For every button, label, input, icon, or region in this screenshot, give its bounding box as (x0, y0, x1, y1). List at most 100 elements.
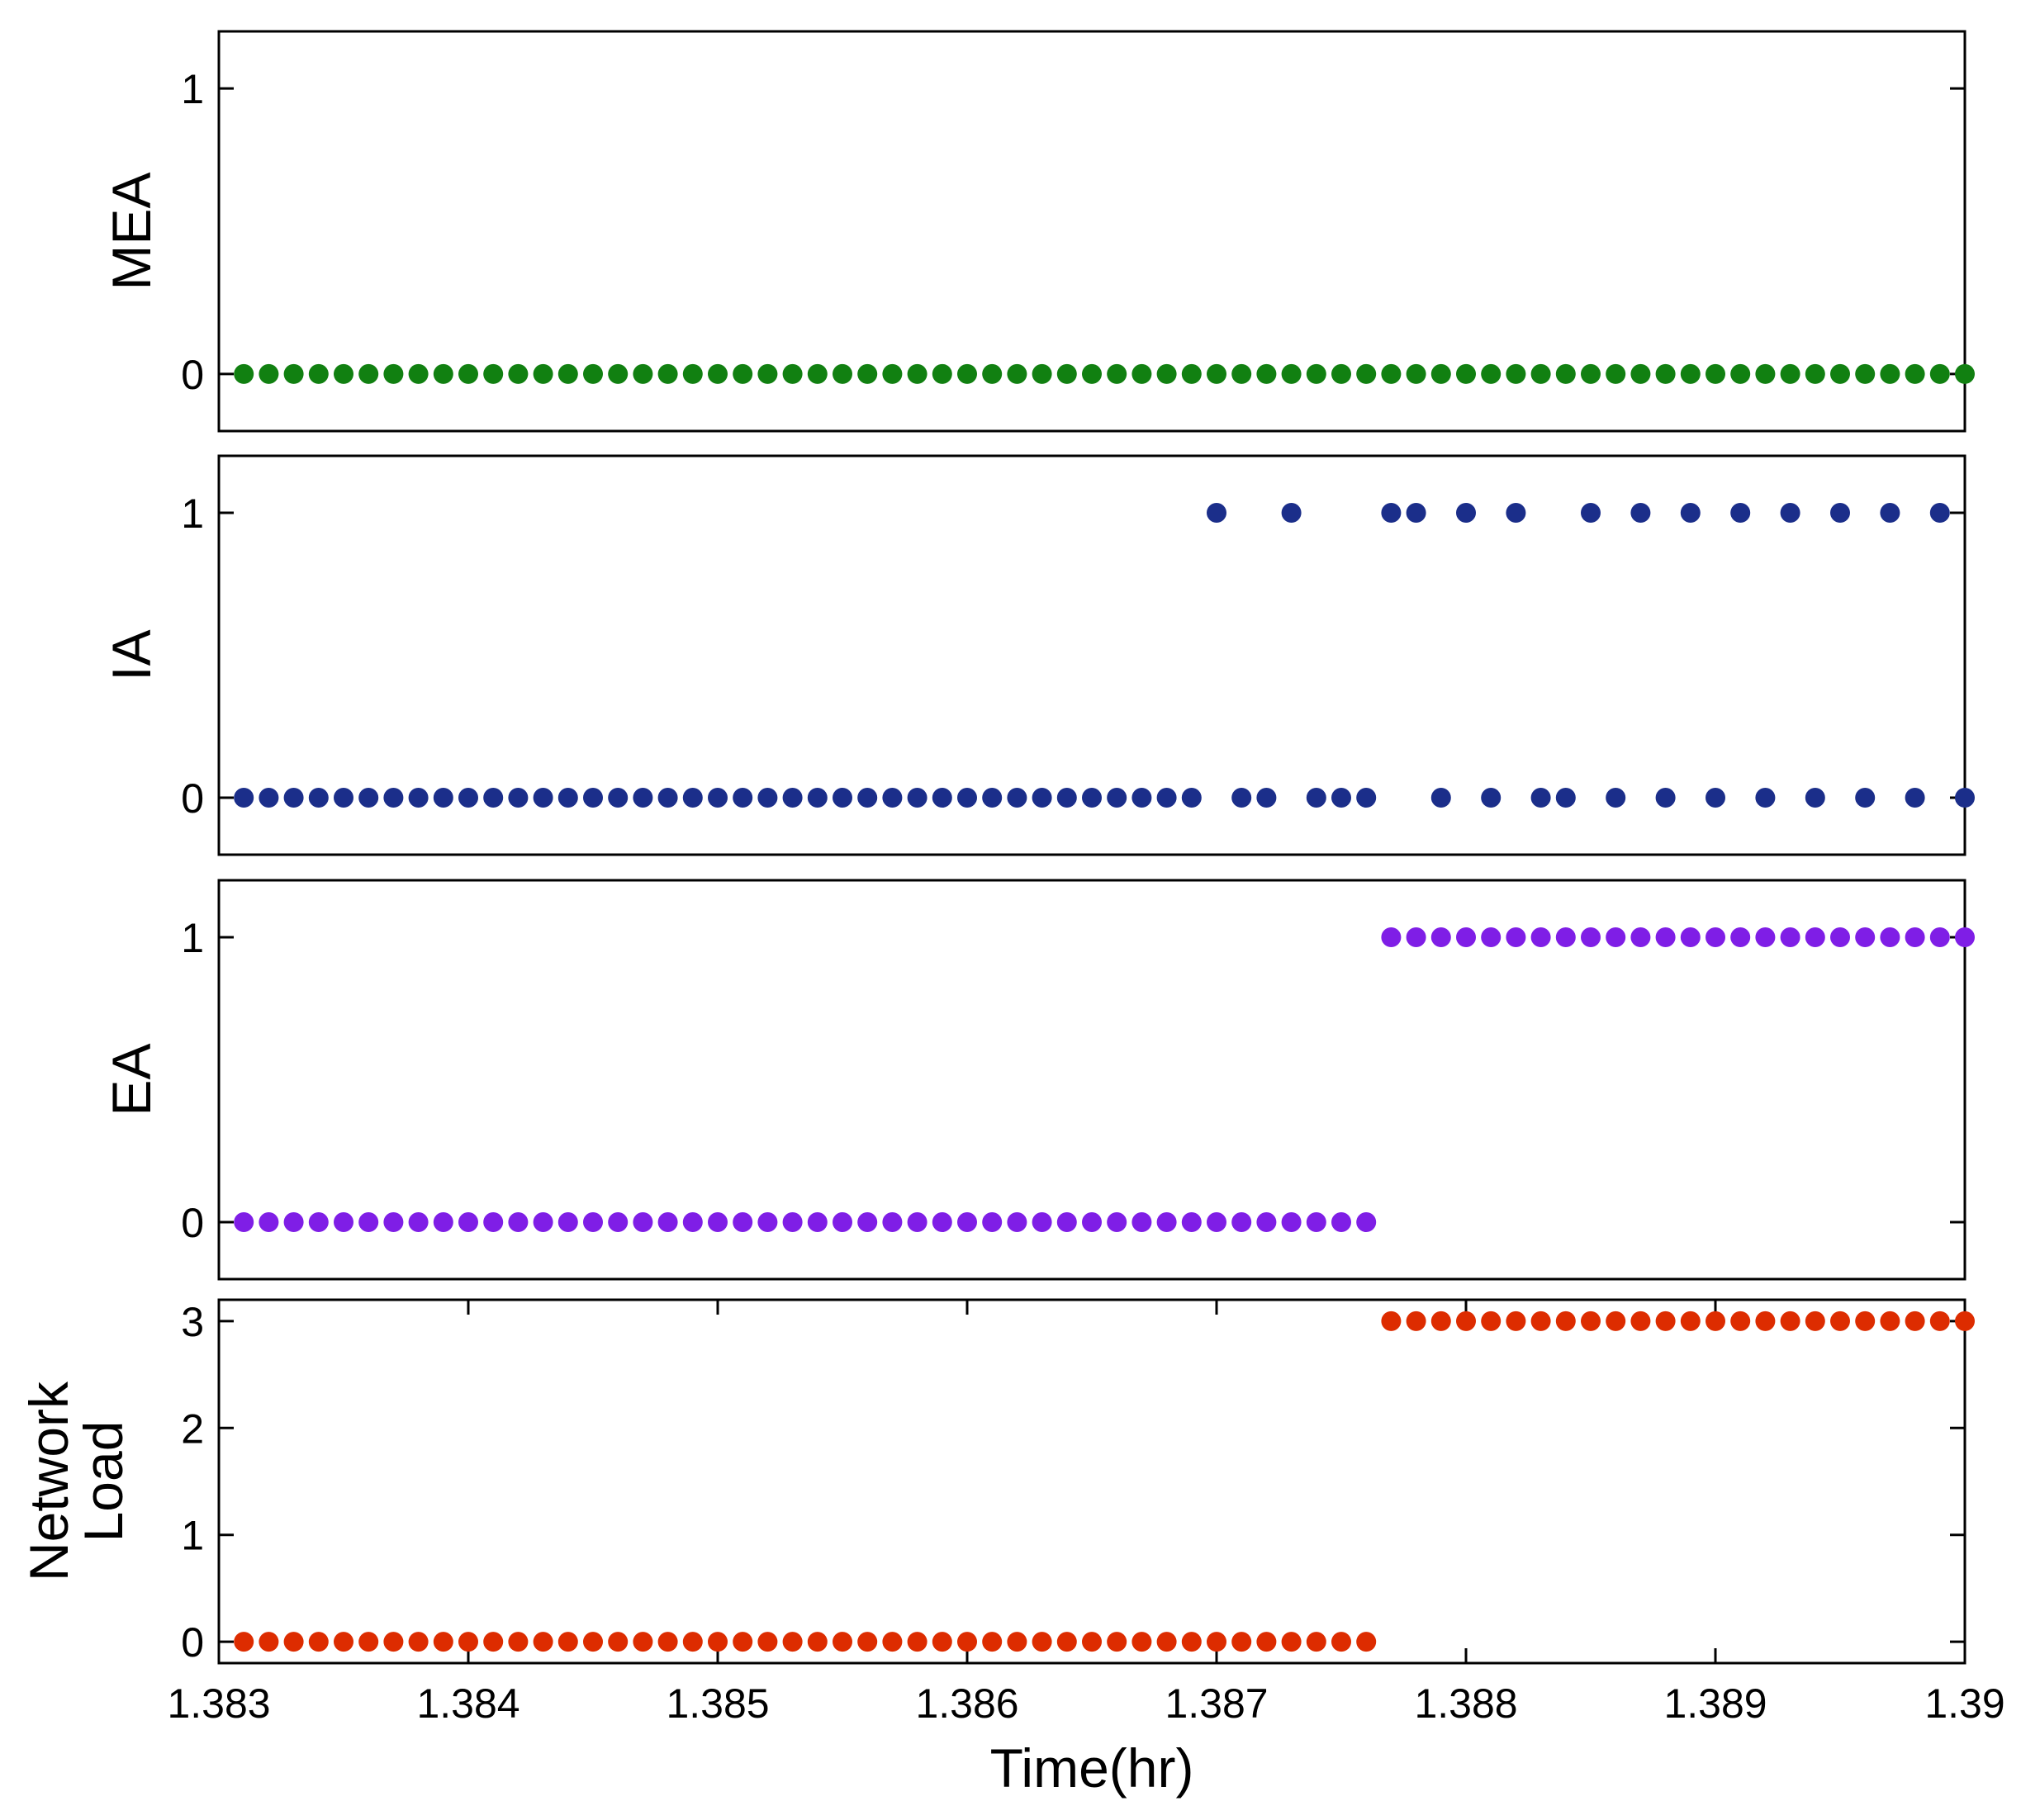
data-point (1082, 1632, 1102, 1652)
data-point (1955, 788, 1975, 808)
data-point (1506, 1310, 1526, 1331)
data-point (932, 788, 952, 808)
data-point (1730, 1310, 1751, 1331)
data-point (1181, 1212, 1202, 1232)
data-point (1706, 788, 1725, 808)
data-point (708, 1212, 728, 1232)
data-point (557, 1632, 578, 1652)
data-point (1056, 788, 1077, 808)
data-point (533, 1212, 553, 1232)
data-point (857, 788, 878, 808)
data-point (1181, 363, 1202, 384)
data-point (1606, 1310, 1626, 1331)
data-point (957, 1632, 977, 1652)
data-point (433, 1632, 453, 1652)
data-point (608, 1632, 629, 1652)
data-point (308, 1212, 329, 1232)
data-point (483, 788, 504, 808)
data-point (1456, 363, 1476, 384)
data-point (483, 1632, 504, 1652)
data-point (1506, 363, 1526, 384)
data-point (1929, 503, 1950, 523)
data-point (1555, 1310, 1576, 1331)
data-point (1356, 1632, 1377, 1652)
data-point (833, 788, 852, 808)
data-point (1456, 1310, 1476, 1331)
data-point (1430, 927, 1451, 947)
data-point (1855, 363, 1876, 384)
data-point (1530, 1310, 1551, 1331)
data-point (1929, 1310, 1950, 1331)
data-point (1581, 363, 1601, 384)
data-point (408, 788, 429, 808)
data-point (1655, 1310, 1676, 1331)
data-point (1805, 363, 1825, 384)
data-point (1181, 1632, 1202, 1652)
data-point (1955, 363, 1975, 384)
data-point (1830, 363, 1850, 384)
data-point (1929, 363, 1950, 384)
y-axis-label: EA (101, 1043, 162, 1116)
data-point (1805, 788, 1825, 808)
data-point (483, 1212, 504, 1232)
data-point (1905, 363, 1925, 384)
data-point (1131, 1212, 1152, 1232)
y-tick-label: 0 (181, 352, 204, 398)
data-point (907, 1212, 927, 1232)
y-tick-label: 1 (181, 915, 204, 961)
data-point (1481, 363, 1502, 384)
data-point (583, 1212, 603, 1232)
data-point (882, 1212, 903, 1232)
data-point (1331, 363, 1351, 384)
data-point (1032, 788, 1052, 808)
data-point (1256, 788, 1277, 808)
x-tick-label: 1.384 (416, 1680, 519, 1727)
data-point (283, 1212, 304, 1232)
data-point (882, 363, 903, 384)
y-tick-label: 3 (181, 1299, 204, 1345)
data-point (1156, 788, 1177, 808)
data-point (1780, 363, 1800, 384)
data-point (782, 1212, 803, 1232)
data-point (1281, 1212, 1302, 1232)
plot-frame (217, 879, 1966, 1281)
data-point (1281, 1632, 1302, 1652)
data-point (1381, 1310, 1402, 1331)
plot-frame (217, 30, 1966, 433)
data-point (1530, 363, 1551, 384)
data-point (1181, 788, 1202, 808)
data-point (1156, 1212, 1177, 1232)
panel-1: 0 1 MEA (101, 30, 1975, 433)
data-point (782, 363, 803, 384)
data-point (1730, 363, 1751, 384)
data-point (708, 788, 728, 808)
data-point (1680, 503, 1701, 523)
data-point (757, 1212, 778, 1232)
data-point (1506, 503, 1526, 523)
data-point (1581, 503, 1601, 523)
data-point (1207, 1632, 1226, 1652)
plot-frame (217, 454, 1966, 856)
data-point (1256, 1212, 1277, 1232)
data-point (1381, 503, 1402, 523)
data-point (1406, 503, 1426, 523)
data-point (708, 363, 728, 384)
data-point (633, 788, 653, 808)
data-point (1630, 363, 1651, 384)
data-point (857, 1212, 878, 1232)
data-point (757, 363, 778, 384)
data-point (657, 363, 678, 384)
data-point (1929, 927, 1950, 947)
data-point (1680, 927, 1701, 947)
data-point (1156, 363, 1177, 384)
data-point (358, 363, 379, 384)
data-point (1356, 788, 1377, 808)
data-point (608, 363, 629, 384)
data-point (1755, 788, 1776, 808)
data-point (982, 1632, 1003, 1652)
data-point (1207, 1212, 1226, 1232)
data-point (1131, 788, 1152, 808)
data-point (657, 788, 678, 808)
data-point (1706, 927, 1725, 947)
